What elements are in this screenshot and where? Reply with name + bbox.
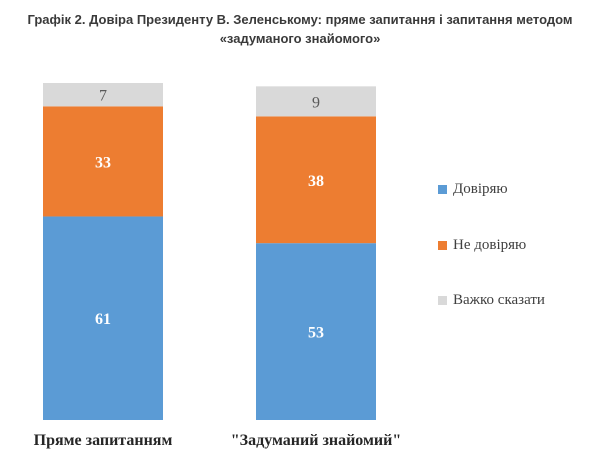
bar-segment-2-2 <box>256 116 376 244</box>
category-labels-group: Пряме запитанням "Задуманий знайомий" <box>34 432 402 449</box>
bar-segment-1-3 <box>43 83 163 107</box>
bar-segment-2-1 <box>256 243 376 420</box>
chart-title-line-2: «задуманого знайомого» <box>219 31 381 46</box>
data-label-2-1: 53 <box>308 325 324 342</box>
category-label-2: "Задуманий знайомий" <box>231 432 401 449</box>
legend-swatch-1 <box>438 185 447 194</box>
data-label-2-2: 38 <box>308 173 324 190</box>
legend-item-3: Важко сказати <box>438 292 545 309</box>
chart-title: Графік 2. Довіра Президенту В. Зеленсько… <box>0 10 600 48</box>
chart-title-line-1: Графік 2. Довіра Президенту В. Зеленсько… <box>27 12 573 27</box>
bars-group <box>43 83 376 420</box>
data-label-1-3: 7 <box>99 88 107 105</box>
bar-segment-2-3 <box>256 86 376 117</box>
legend-label-2: Не довіряю <box>453 237 527 253</box>
legend-swatch-2 <box>438 241 447 250</box>
legend-label-3: Важко сказати <box>453 292 545 308</box>
bar-segment-1-1 <box>43 216 163 420</box>
data-label-2-3: 9 <box>312 94 320 111</box>
data-label-1-2: 33 <box>95 154 111 171</box>
bar-segment-1-2 <box>43 106 163 217</box>
legend-swatch-3 <box>438 296 447 305</box>
data-labels-group: 61 33 7 53 38 9 <box>95 88 324 342</box>
legend-label-1: Довіряю <box>453 181 508 197</box>
data-label-1-1: 61 <box>95 311 111 328</box>
legend-item-2: Не довіряю <box>438 237 526 254</box>
legend-item-1: Довіряю <box>438 181 508 198</box>
category-label-1: Пряме запитанням <box>34 432 173 449</box>
